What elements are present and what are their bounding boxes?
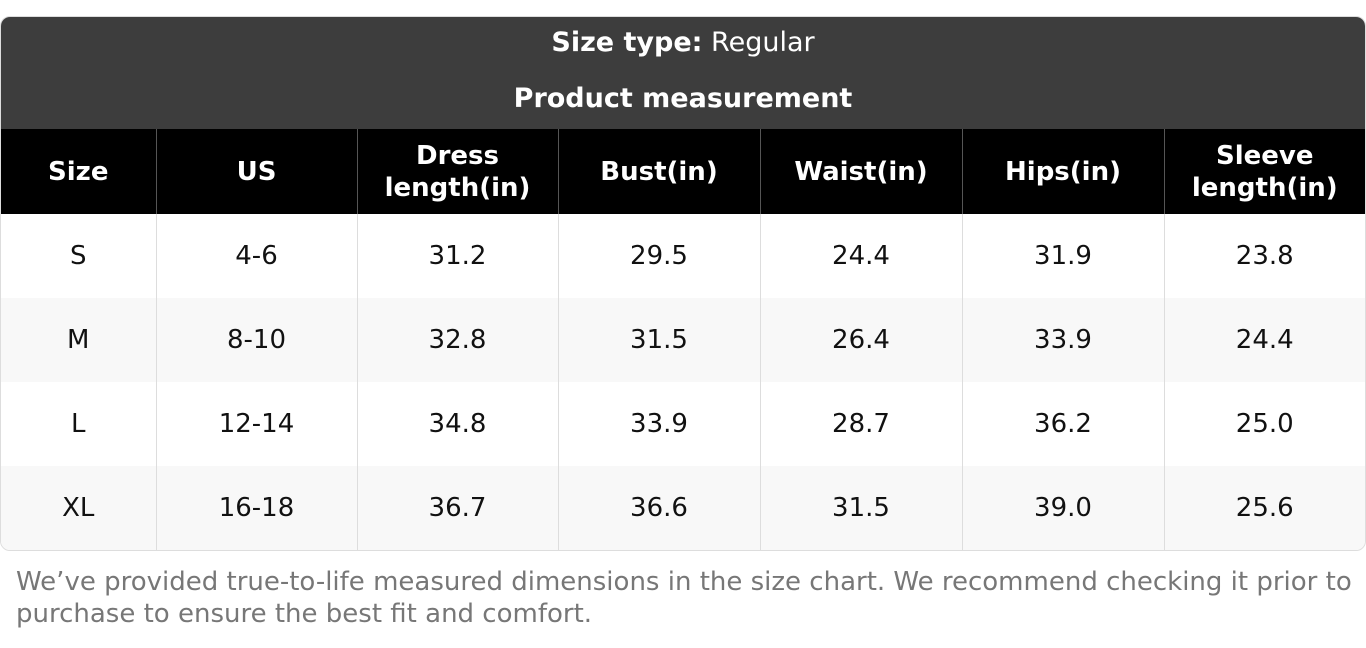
table-cell: 12-14 — [155, 382, 357, 466]
table-cell: 31.5 — [557, 298, 760, 382]
table-cell: 36.2 — [961, 382, 1164, 466]
header-row: Size US Dress length(in) Bust(in) Waist(in) H… — [1, 129, 1365, 214]
table-cell: 34.8 — [356, 382, 558, 466]
column-header: Bust(in) — [557, 129, 760, 214]
table-cell: 31.5 — [759, 466, 962, 550]
table-cell: 16-18 — [155, 466, 357, 550]
table-cell: 24.4 — [1163, 298, 1365, 382]
table-cell: 25.6 — [1163, 466, 1365, 550]
size-type: Size type: Regular — [1, 27, 1365, 58]
table-cell: 33.9 — [961, 298, 1164, 382]
column-header: Hips(in) — [961, 129, 1164, 214]
size-table: Size US Dress length(in) Bust(in) Waist(in) H… — [1, 129, 1365, 550]
table-cell: 25.0 — [1163, 382, 1365, 466]
table-cell: 23.8 — [1163, 214, 1365, 298]
table-cell: 8-10 — [155, 298, 357, 382]
table-cell: 31.9 — [961, 214, 1164, 298]
table-cell: 36.7 — [356, 466, 558, 550]
table-cell: 26.4 — [759, 298, 962, 382]
table-body: S 4-6 31.2 29.5 24.4 31.9 23.8 M 8-10 32.8 31.5 26.… — [1, 214, 1365, 550]
column-header: US — [155, 129, 357, 214]
column-header: Sleeve length(in) — [1163, 129, 1365, 214]
subtitle: Product measurement — [513, 83, 853, 114]
table-cell: 33.9 — [557, 382, 760, 466]
table-cell: 4-6 — [155, 214, 357, 298]
table-cell: 24.4 — [759, 214, 962, 298]
table-cell: 36.6 — [557, 466, 760, 550]
table-row: S 4-6 31.2 29.5 24.4 31.9 23.8 — [1, 214, 1365, 298]
table-cell: L — [71, 409, 86, 439]
size-type-value: Regular — [711, 27, 815, 58]
column-header: Dress length(in) — [356, 129, 558, 214]
table-cell: 29.5 — [557, 214, 760, 298]
table-cell: XL — [1, 466, 156, 550]
table-cell: 39.0 — [961, 466, 1164, 550]
table-cell: 32.8 — [356, 298, 558, 382]
column-header: Waist(in) — [759, 129, 962, 214]
table-cell: S — [69, 241, 87, 271]
column-header: Size — [1, 129, 156, 214]
table-row: M 8-10 32.8 31.5 26.4 33.9 24.4 — [1, 298, 1365, 382]
table-cell: 31.2 — [356, 214, 558, 298]
size-chart: Size type: Regular Product measurement S… — [0, 16, 1366, 551]
chart-header: Size type: Regular Product measurement — [1, 17, 1365, 129]
table-row: L 12-14 34.8 33.9 28.7 36.2 25.0 — [1, 382, 1365, 466]
table-cell: 28.7 — [759, 382, 962, 466]
table-cell: M — [1, 298, 156, 382]
note: We’ve provided true-to-life measured dim… — [16, 567, 1352, 629]
size-type-label: Size type: — [551, 27, 703, 58]
table-row: XL 16-18 36.7 36.6 31.5 39.0 25.6 — [1, 466, 1365, 550]
